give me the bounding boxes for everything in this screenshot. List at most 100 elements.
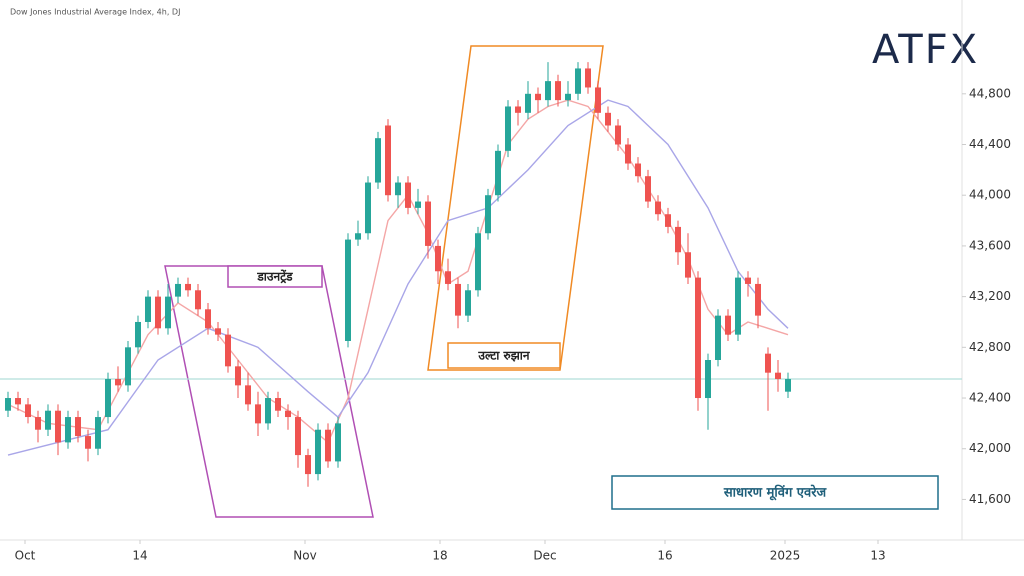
candle-body [715,315,721,360]
candle-body [365,182,371,234]
candle-body [305,455,311,475]
reversal-shape [427,45,604,371]
sma-box [611,475,939,510]
downtrend-label: डाउनट्रेंड [256,270,293,284]
candle-body [315,429,321,475]
candle-body [625,144,631,164]
candle-body [145,296,151,322]
candle-body [535,93,541,101]
candle-body [325,429,331,462]
candle-body [25,404,31,418]
candle-body [235,366,241,386]
candle-body [445,271,451,284]
candle-body [55,410,61,443]
reversal-label: उल्टा रुझान [477,349,530,363]
candle-body [155,296,161,329]
candle-body [345,239,351,341]
candle-body [75,417,81,437]
candle-body [385,125,391,196]
candle-body [525,93,531,113]
candle-body [685,252,691,278]
candle-body [785,379,791,392]
reversal-box [447,342,561,369]
logo: ATFX [872,27,979,73]
chart-title: Dow Jones Industrial Average Index, 4h, … [10,8,180,17]
candle-body [675,226,681,253]
candle-body [645,176,651,202]
x-tick-label: Nov [293,549,316,563]
y-tick-label: 44,400 [969,137,1011,151]
candle-body [205,309,211,329]
candle-body [255,404,261,424]
candle-body [295,417,301,456]
candle-body [585,68,591,88]
candle-body [175,283,181,297]
candle-body [35,417,41,430]
y-tick-label: 43,200 [969,289,1011,303]
candle-body [415,201,421,208]
candle-body [225,334,231,367]
y-tick-label: 42,400 [969,391,1011,405]
candle-body [485,195,491,234]
candle-body [45,410,51,430]
candle-body [375,138,381,183]
y-tick-label: 42,000 [969,441,1011,455]
candle-body [705,360,711,399]
candle-body [455,283,461,316]
candle-body [695,277,701,399]
candle-body [755,283,761,316]
downtrend-box [227,265,323,288]
candle-body [95,417,101,449]
y-tick-label: 42,800 [969,340,1011,354]
y-tick-label: 44,800 [969,86,1011,100]
candle-body [465,290,471,316]
candle-body [265,398,271,424]
y-tick-label: 43,600 [969,238,1011,252]
candle-body [655,201,661,215]
candle-body [495,150,501,196]
candle-body [665,214,671,227]
candle-body [475,233,481,291]
x-tick-label: 16 [657,549,672,563]
candle-body [545,81,551,101]
candle-body [275,398,281,411]
y-tick-label: 44,000 [969,188,1011,202]
candle-body [245,385,251,405]
candle-body [565,93,571,101]
candle-body [745,277,751,284]
candle-body [605,112,611,126]
candle-body [125,347,131,386]
candle-body [615,125,621,145]
candle-body [355,233,361,240]
candle-body [5,398,11,411]
x-tick-label: 13 [870,549,885,563]
candle-body [195,290,201,310]
y-tick-label: 41,600 [969,492,1011,506]
candle-body [15,398,21,405]
x-tick-label: Dec [533,549,556,563]
candle-body [635,163,641,177]
candle-body [555,81,561,101]
x-tick-label: 14 [132,549,147,563]
x-tick-label: 18 [432,549,447,563]
candle-body [515,106,521,113]
candle-body [395,182,401,196]
candle-body [215,328,221,335]
candle-body [335,423,341,462]
candle-body [115,379,121,386]
candle-body [505,106,511,151]
x-tick-label: 2025 [770,549,801,563]
candle-body [285,410,291,418]
candle-body [405,182,411,208]
candle-body [735,277,741,335]
candle-body [165,296,171,329]
x-tick-label: Oct [15,549,36,563]
candle-body [135,321,141,348]
candle-body [775,372,781,380]
candle-body [185,283,191,291]
candle-body [595,87,601,113]
candle-body [435,245,441,272]
candle-body [105,379,111,418]
candle-body [765,353,771,373]
